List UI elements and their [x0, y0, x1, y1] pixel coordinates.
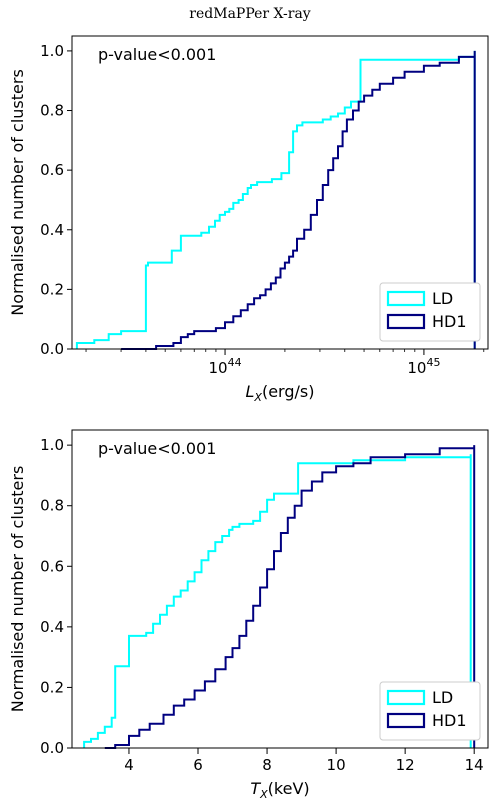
legend: LD HD1 — [379, 681, 481, 741]
series-hd1-step — [104, 445, 476, 749]
y-tick-label: 0.4 — [40, 221, 64, 239]
plot-frame — [71, 429, 489, 749]
y-tick-label: 0.6 — [40, 161, 64, 179]
x-tick-label: 1045 — [407, 356, 440, 377]
x-tick-label: 10 — [327, 756, 346, 774]
y-tick-label: 0.6 — [40, 557, 64, 575]
y-tick-label: 0.8 — [40, 102, 64, 120]
p-value-annotation: p-value<0.001 — [98, 439, 216, 458]
y-axis-label: Normalised number of clusters — [8, 69, 27, 316]
legend-label-ld: LD — [432, 289, 453, 308]
y-tick-label: 0.2 — [40, 280, 64, 298]
step-curves — [83, 445, 476, 749]
x-tick-label: 4 — [124, 756, 134, 774]
legend-label-ld: LD — [432, 688, 453, 707]
legend-handle-ld — [386, 290, 426, 307]
y-tick-label: 0.0 — [40, 340, 64, 358]
legend-handle-hd1 — [386, 712, 426, 729]
x-axis-subscript: X — [253, 391, 262, 404]
x-axis-label: LX(erg/s) — [246, 382, 315, 404]
y-tick-label: 0.4 — [40, 618, 64, 636]
x-axis-ticks: 1044 1045 — [85, 349, 485, 377]
figure-title: redMaPPer X-ray — [189, 6, 310, 22]
y-tick-label: 0.8 — [40, 497, 64, 515]
x-axis-units: (keV) — [268, 779, 310, 798]
x-tick-label: 8 — [262, 756, 272, 774]
p-value-annotation: p-value<0.001 — [98, 45, 216, 64]
y-tick-label: 0.2 — [40, 678, 64, 696]
y-axis-ticks: 0.0 0.2 0.4 0.6 0.8 1.0 — [40, 436, 72, 757]
chart-panel-lx: 0.0 0.2 0.4 0.6 0.8 1.0 1044 1045 p-value<0.00… — [8, 35, 489, 404]
x-tick-label: 14 — [465, 756, 484, 774]
series-hd1-step — [121, 50, 476, 350]
x-axis-subscript: X — [259, 788, 268, 801]
legend-handle-hd1 — [386, 313, 426, 330]
legend-label-hd1: HD1 — [432, 711, 467, 730]
x-tick-label: 1044 — [208, 356, 241, 377]
plot-frame — [71, 35, 489, 350]
x-tick-label: 12 — [396, 756, 415, 774]
y-axis-ticks: 0.0 0.2 0.4 0.6 0.8 1.0 — [40, 42, 72, 358]
x-axis-label: TX(keV) — [250, 779, 309, 801]
x-axis-symbol: L — [246, 382, 255, 401]
y-tick-label: 1.0 — [40, 42, 64, 60]
legend-handle-ld — [386, 689, 426, 706]
legend-box — [379, 681, 481, 741]
x-axis-units: (erg/s) — [262, 382, 315, 401]
y-tick-label: 0.0 — [40, 739, 64, 757]
chart-panel-tx: 0.0 0.2 0.4 0.6 0.8 1.0 4 6 8 10 12 14 p-value<0.0… — [8, 429, 489, 801]
legend-box — [379, 282, 481, 342]
step-curves — [75, 50, 476, 350]
x-axis-symbol: T — [250, 779, 261, 798]
legend: LD HD1 — [379, 282, 481, 342]
legend-label-hd1: HD1 — [432, 312, 467, 331]
series-ld-step — [83, 454, 472, 748]
y-tick-label: 1.0 — [40, 436, 64, 454]
x-axis-ticks: 4 6 8 10 12 14 — [124, 748, 484, 774]
x-tick-label: 6 — [193, 756, 203, 774]
series-ld-step — [75, 50, 476, 349]
y-axis-label: Normalised number of clusters — [8, 466, 27, 713]
